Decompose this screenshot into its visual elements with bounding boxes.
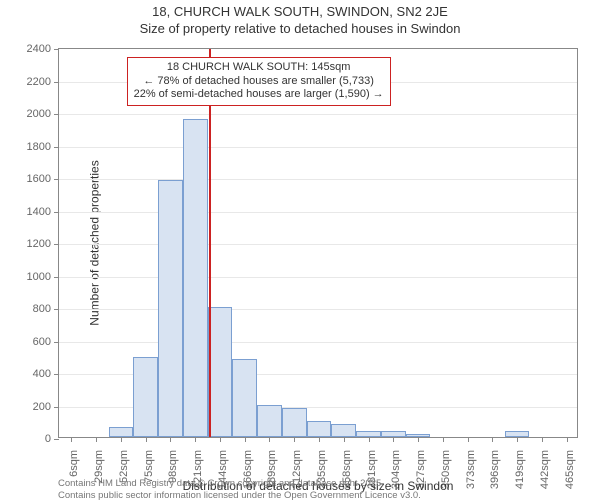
gridline <box>59 342 577 343</box>
ytick-mark <box>54 147 59 148</box>
ytick-label: 400 <box>1 368 51 380</box>
xtick-mark <box>294 437 295 442</box>
histogram-bar <box>232 359 257 437</box>
xtick-label: 373sqm <box>465 450 479 500</box>
ytick-label: 1000 <box>1 271 51 283</box>
ytick-label: 1400 <box>1 206 51 218</box>
xtick-mark <box>170 437 171 442</box>
ytick-mark <box>54 82 59 83</box>
chart-title-sub: Size of property relative to detached ho… <box>0 21 600 38</box>
xtick-mark <box>418 437 419 442</box>
histogram-bar <box>183 119 208 438</box>
annotation-line: 18 CHURCH WALK SOUTH: 145sqm <box>134 61 384 75</box>
xtick-mark <box>492 437 493 442</box>
ytick-label: 2200 <box>1 76 51 88</box>
gridline <box>59 277 577 278</box>
xtick-label: 396sqm <box>489 450 503 500</box>
xtick-mark <box>269 437 270 442</box>
ytick-mark <box>54 212 59 213</box>
histogram-bar <box>208 307 233 437</box>
ytick-mark <box>54 277 59 278</box>
xtick-mark <box>146 437 147 442</box>
histogram-bar <box>282 408 307 437</box>
xtick-mark <box>443 437 444 442</box>
xtick-label: 419sqm <box>514 450 528 500</box>
gridline <box>59 179 577 180</box>
footer-attribution: Contains HM Land Registry data © Crown c… <box>58 478 421 501</box>
xtick-mark <box>195 437 196 442</box>
ytick-mark <box>54 439 59 440</box>
ytick-mark <box>54 407 59 408</box>
ytick-label: 200 <box>1 401 51 413</box>
histogram-bar <box>158 180 183 437</box>
ytick-label: 2400 <box>1 43 51 55</box>
ytick-mark <box>54 309 59 310</box>
histogram-bar <box>257 405 282 438</box>
annotation-line: 22% of semi-detached houses are larger (… <box>134 88 384 102</box>
xtick-mark <box>369 437 370 442</box>
xtick-mark <box>517 437 518 442</box>
ytick-label: 2000 <box>1 108 51 120</box>
ytick-label: 1800 <box>1 141 51 153</box>
ytick-label: 1200 <box>1 238 51 250</box>
reference-marker-line <box>209 49 211 437</box>
gridline <box>59 147 577 148</box>
footer-line-2: Contains public sector information licen… <box>58 490 421 501</box>
annotation-box: 18 CHURCH WALK SOUTH: 145sqm← 78% of det… <box>127 57 391 106</box>
xtick-mark <box>542 437 543 442</box>
xtick-label: 465sqm <box>564 450 578 500</box>
gridline <box>59 212 577 213</box>
ytick-mark <box>54 374 59 375</box>
xtick-mark <box>344 437 345 442</box>
ytick-label: 600 <box>1 336 51 348</box>
xtick-mark <box>220 437 221 442</box>
annotation-line: ← 78% of detached houses are smaller (5,… <box>134 75 384 89</box>
footer-line-1: Contains HM Land Registry data © Crown c… <box>58 478 421 489</box>
ytick-mark <box>54 179 59 180</box>
xtick-mark <box>71 437 72 442</box>
xtick-mark <box>121 437 122 442</box>
gridline <box>59 114 577 115</box>
gridline <box>59 244 577 245</box>
xtick-mark <box>96 437 97 442</box>
xtick-mark <box>319 437 320 442</box>
histogram-bar <box>331 424 356 437</box>
chart-area: Number of detached properties 0200400600… <box>58 48 578 438</box>
ytick-mark <box>54 244 59 245</box>
ytick-label: 0 <box>1 433 51 445</box>
xtick-label: 442sqm <box>539 450 553 500</box>
plot-region: 0200400600800100012001400160018002000220… <box>58 48 578 438</box>
xtick-mark <box>245 437 246 442</box>
ytick-label: 1600 <box>1 173 51 185</box>
xtick-mark <box>567 437 568 442</box>
chart-title-main: 18, CHURCH WALK SOUTH, SWINDON, SN2 2JE <box>0 4 600 21</box>
xtick-mark <box>468 437 469 442</box>
histogram-bar <box>307 421 332 437</box>
ytick-label: 800 <box>1 303 51 315</box>
gridline <box>59 309 577 310</box>
histogram-bar <box>133 357 158 437</box>
histogram-bar <box>109 427 134 437</box>
xtick-mark <box>393 437 394 442</box>
ytick-mark <box>54 49 59 50</box>
ytick-mark <box>54 114 59 115</box>
ytick-mark <box>54 342 59 343</box>
